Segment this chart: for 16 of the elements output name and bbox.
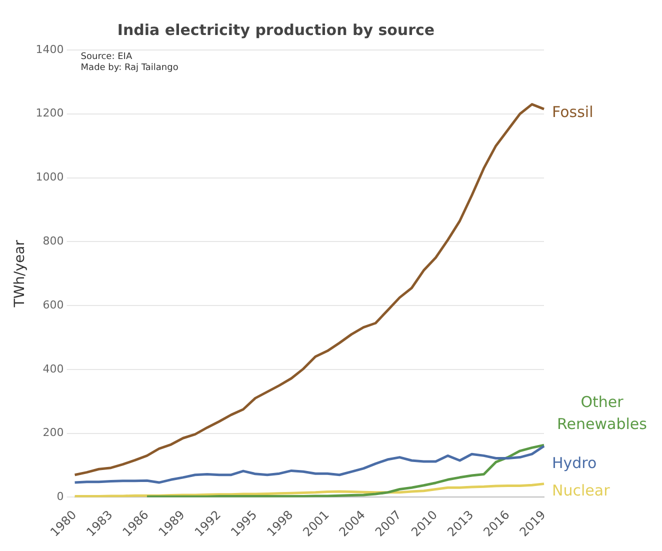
y-tick-label: 600 — [42, 298, 64, 312]
y-axis-title: TWh/year — [12, 240, 28, 308]
chart-title: India electricity production by source — [117, 20, 435, 39]
y-tick-label: 1200 — [36, 106, 64, 120]
series-label: Nuclear — [552, 482, 611, 500]
series-label: Other Renewables — [557, 393, 648, 434]
series-label: Hydro — [552, 454, 597, 472]
annotation: Made by: Raj Tailango — [80, 62, 179, 73]
y-tick-label: 1000 — [36, 170, 64, 184]
y-tick-label: 0 — [56, 490, 64, 504]
y-tick-label: 400 — [42, 362, 64, 376]
y-tick-label: 1400 — [36, 42, 64, 56]
y-tick-label: 800 — [42, 234, 64, 248]
annotation: Source: EIA — [80, 52, 133, 62]
series-label: Fossil — [552, 102, 594, 121]
y-tick-label: 200 — [42, 426, 64, 440]
